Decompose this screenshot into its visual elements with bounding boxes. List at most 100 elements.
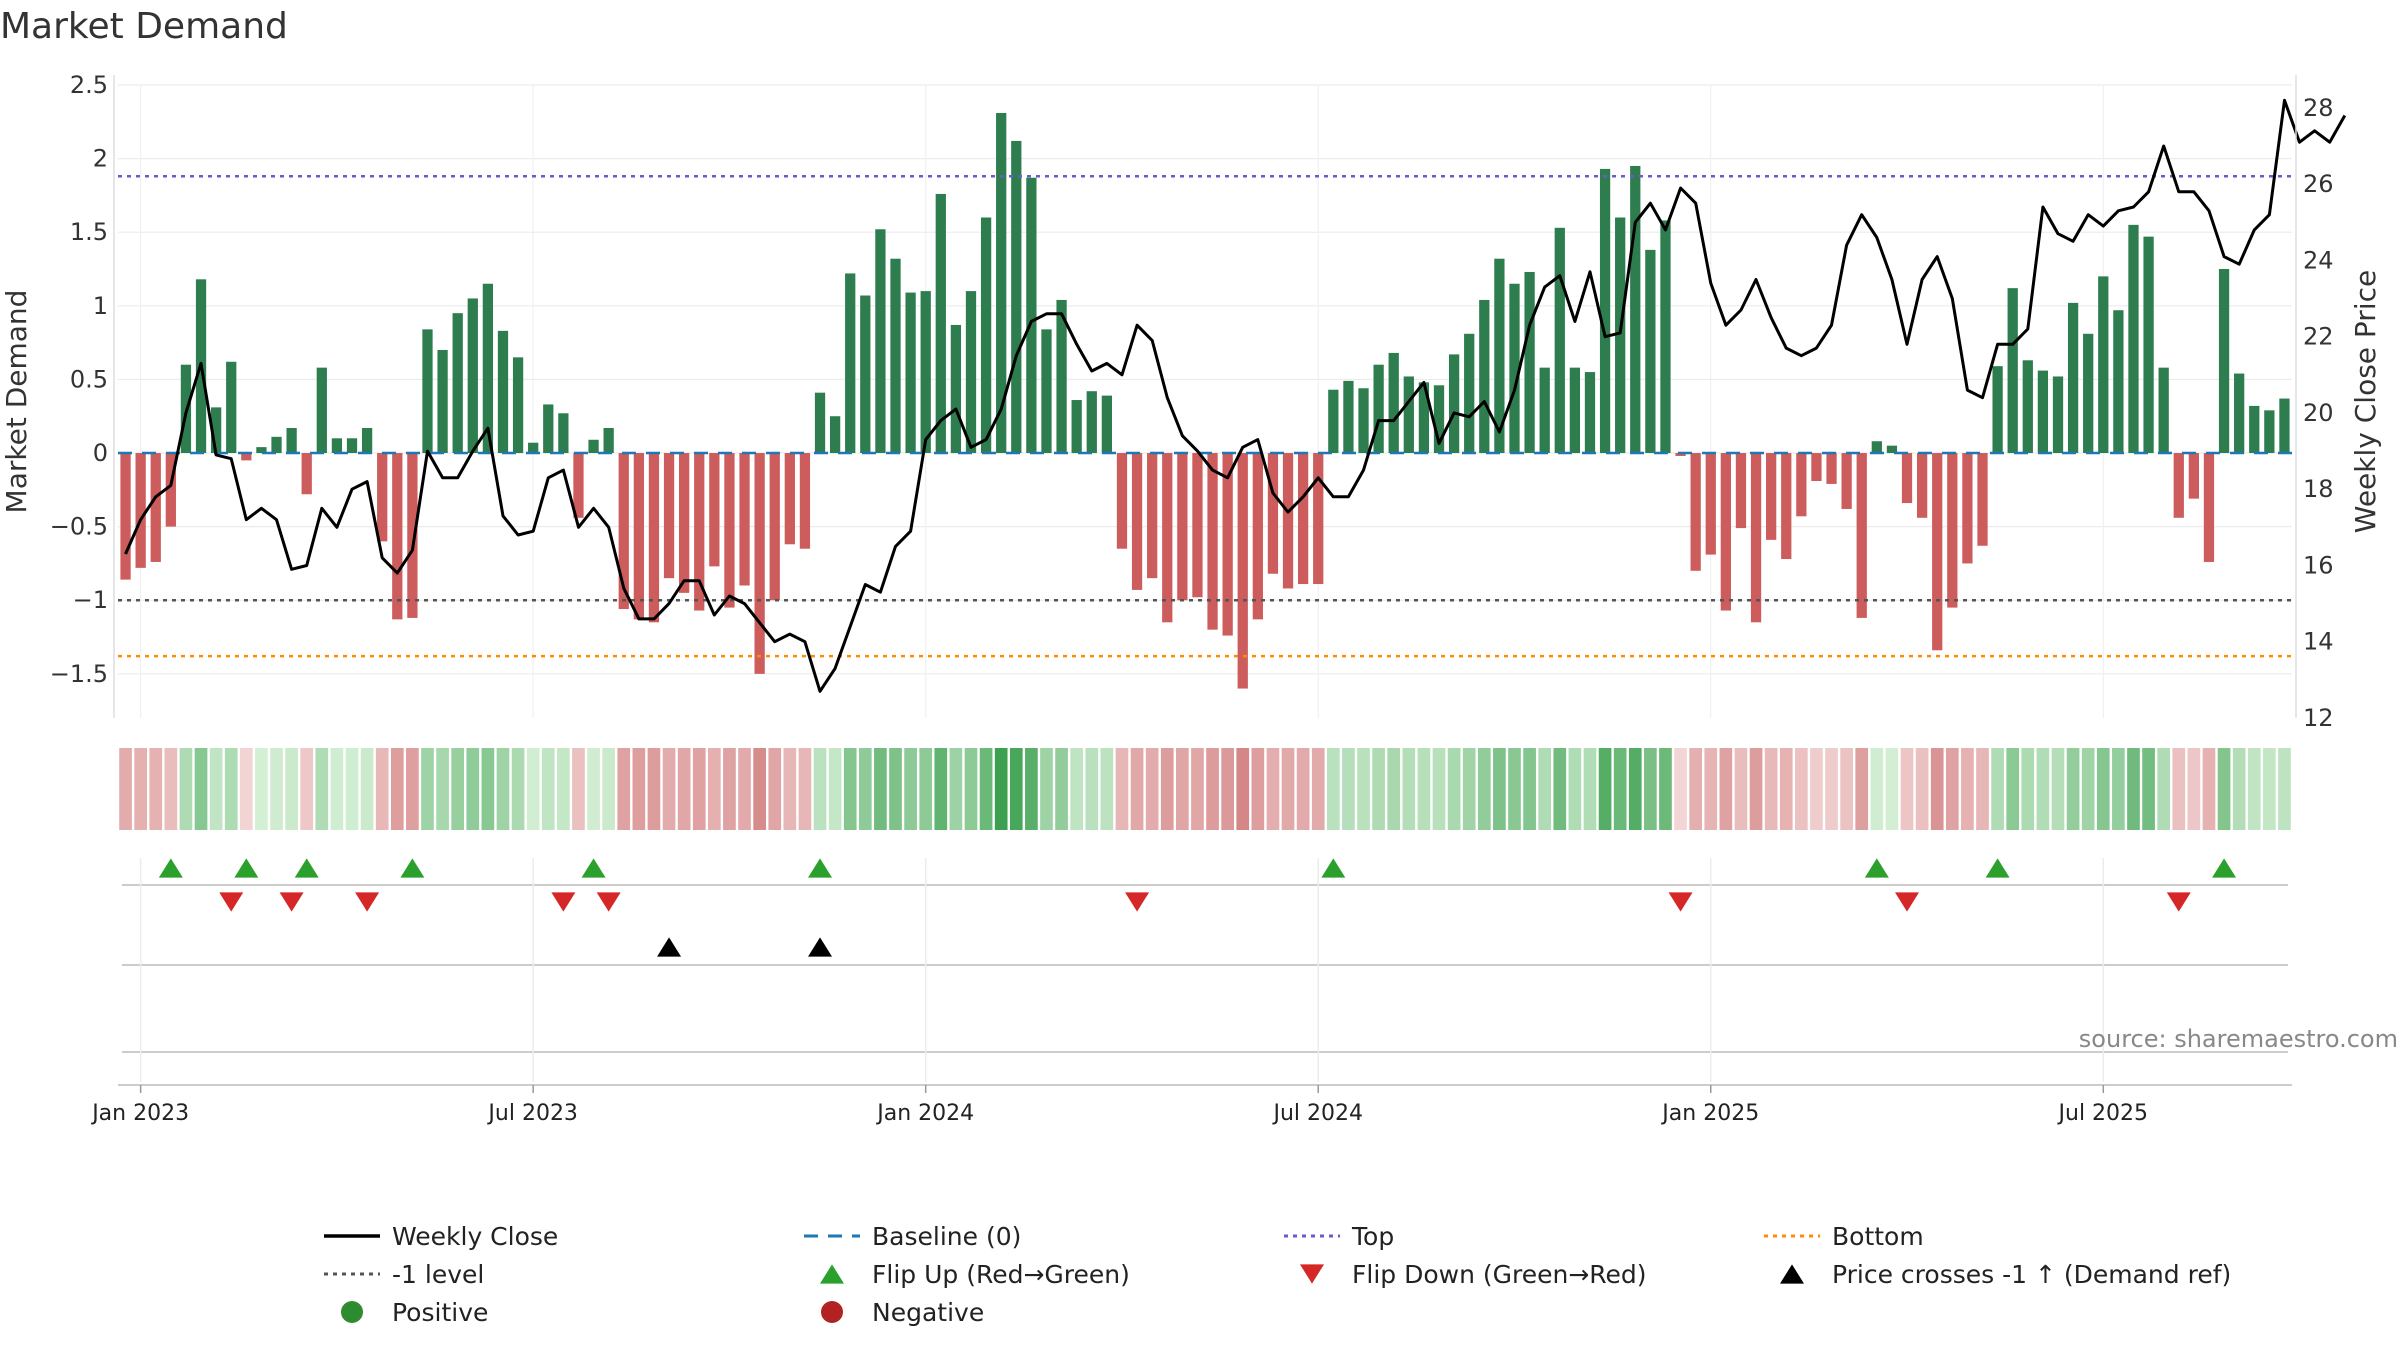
demand-bar: [120, 453, 131, 580]
demand-bar: [241, 453, 252, 461]
demand-bar: [301, 453, 312, 495]
demand-bar: [1750, 453, 1762, 623]
heat-cell: [1598, 748, 1612, 830]
demand-bar: [2037, 370, 2049, 454]
heat-cell: [134, 748, 147, 830]
demand-bar: [860, 295, 871, 454]
demand-bar: [1524, 271, 1535, 454]
demand-bar: [1901, 453, 1913, 504]
y-tick-label: −1.5: [50, 660, 108, 688]
heat-cell: [813, 748, 827, 830]
heat-cell: [1583, 748, 1597, 830]
heat-cell: [1719, 748, 1733, 830]
flip-up-marker: [158, 858, 183, 878]
heat-cell: [224, 748, 238, 830]
heat-cell: [768, 748, 782, 830]
heat-cell: [209, 748, 223, 830]
demand-bar: [1207, 453, 1218, 630]
heat-cell: [1961, 748, 1974, 830]
heat-cell: [285, 748, 298, 830]
demand-bar: [437, 349, 448, 454]
heat-cell: [1644, 748, 1657, 830]
demand-bar: [1796, 453, 1807, 517]
heat-cell: [2247, 748, 2261, 830]
heat-cell: [1930, 748, 1944, 830]
demand-bar: [2083, 333, 2094, 454]
heat-cell: [1206, 748, 1219, 830]
heat-cell: [421, 748, 434, 830]
price-cross-marker: [657, 937, 682, 957]
demand-bar: [1599, 168, 1611, 454]
legend-label: Bottom: [1832, 1222, 1924, 1251]
demand-bar: [2218, 269, 2230, 454]
demand-bar: [739, 453, 750, 586]
heat-cell: [451, 748, 465, 830]
heat-cell: [904, 748, 917, 830]
demand-bar: [316, 367, 327, 454]
heat-cell: [1372, 748, 1385, 830]
demand-bar: [1690, 453, 1701, 571]
demand-bar: [346, 438, 358, 454]
demand-bar: [1237, 453, 1248, 689]
demand-bar: [1026, 177, 1037, 454]
demand-bar: [1448, 354, 1460, 454]
heat-cell: [1009, 748, 1023, 830]
demand-bar: [1252, 453, 1263, 620]
heat-cell: [587, 748, 600, 830]
reference-lines: [118, 175, 2292, 658]
heat-cell: [1296, 748, 1310, 830]
demand-bar: [1660, 220, 1671, 454]
demand-bar: [935, 193, 946, 454]
heat-cell: [798, 748, 812, 830]
demand-bar: [422, 329, 433, 454]
demand-bar: [1977, 453, 1988, 546]
demand-bar: [1464, 333, 1475, 454]
heat-cell: [1991, 748, 2004, 830]
demand-bar: [1373, 364, 1384, 454]
legend: Weekly Close Baseline (0) Top Bottom -1 leve…: [324, 1222, 2231, 1327]
heat-cell: [1764, 748, 1778, 830]
heat-cell: [1160, 748, 1174, 830]
heat-cell: [1553, 748, 1567, 830]
heat-cell: [1628, 748, 1642, 830]
legend-label: Top: [1351, 1222, 1394, 1251]
flip-up-marker: [1985, 858, 2010, 878]
demand-bar: [1403, 376, 1414, 454]
heat-cell: [496, 748, 510, 830]
heat-cell: [2142, 748, 2155, 830]
heat-cell: [1568, 748, 1582, 830]
demand-bar: [875, 229, 886, 454]
heat-cell: [677, 748, 691, 830]
flip-up-marker: [1864, 858, 1889, 878]
heat-cell: [1070, 748, 1084, 830]
heat-cell: [315, 748, 329, 830]
demand-bar: [271, 436, 282, 454]
demand-bar: [784, 453, 795, 545]
demand-bar: [845, 273, 856, 454]
demand-bar: [392, 453, 403, 620]
y-tick-label: 2.5: [70, 71, 108, 99]
heat-cell: [2066, 748, 2080, 830]
heat-cell: [1810, 748, 1823, 830]
flip-up-marker: [1321, 858, 1346, 878]
heat-cell: [1040, 748, 1053, 830]
demand-bar: [2113, 310, 2124, 454]
flip-down-marker: [2166, 892, 2191, 912]
heat-cell: [1900, 748, 1914, 830]
x-tick-label: Jan 2025: [1660, 1101, 1759, 1126]
heat-cell: [2172, 748, 2186, 830]
heat-cell: [2006, 748, 2020, 830]
heat-cell: [2217, 748, 2231, 830]
heat-cell: [179, 748, 193, 830]
demand-bar: [1192, 453, 1203, 598]
legend-label: Flip Up (Red→Green): [872, 1260, 1130, 1289]
demand-bar: [1131, 453, 1143, 590]
demand-bar: [528, 442, 539, 454]
heat-cell: [1613, 748, 1627, 830]
heat-cell: [2187, 748, 2201, 830]
demand-bar: [1071, 400, 1082, 454]
heat-cell: [2081, 748, 2095, 830]
y-tick-label: −1: [73, 586, 108, 614]
heat-cell: [1855, 748, 1869, 830]
demand-bar: [1811, 453, 1822, 481]
